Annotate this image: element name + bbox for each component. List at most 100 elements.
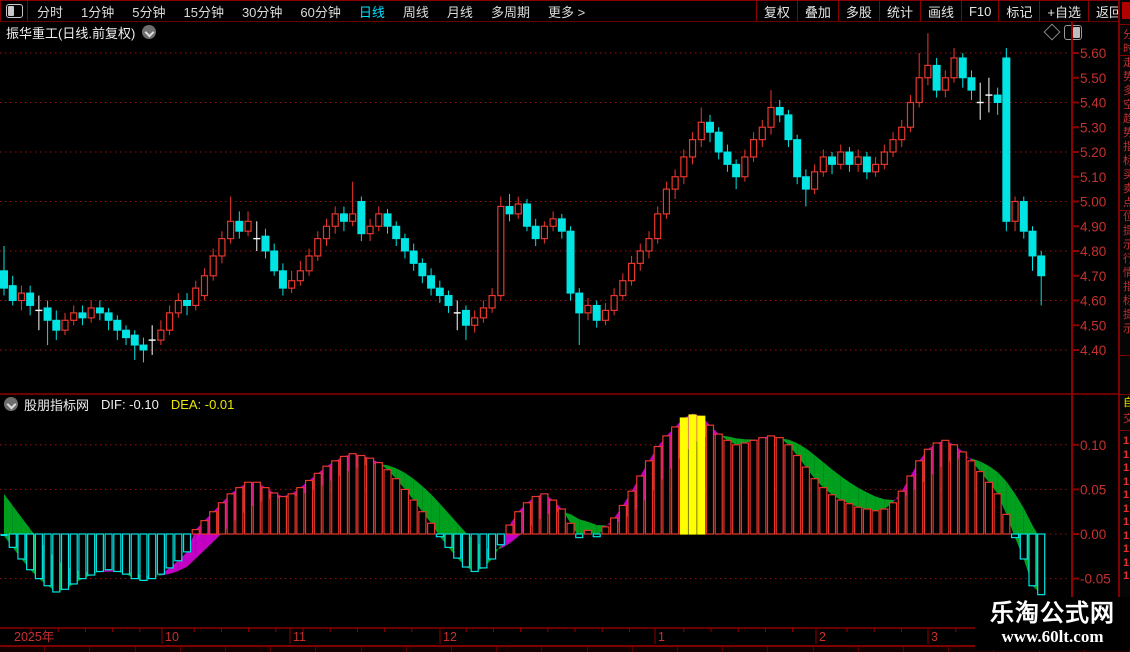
candle <box>139 337 148 363</box>
candle <box>0 246 8 296</box>
month-label[interactable]: 12 <box>443 630 457 644</box>
toolbar-button-8[interactable]: 返回 <box>1087 1 1129 21</box>
clipped-glyph: 1 <box>1123 489 1130 501</box>
indicator-axis-label: -0.05 <box>1080 572 1111 587</box>
candle <box>1002 48 1011 232</box>
toolbar-button-3[interactable]: 统计 <box>878 1 920 21</box>
chevron-down-icon[interactable] <box>4 397 18 411</box>
right-side-strip[interactable]: 分时走势多空趋势指标买卖点位提示行情指标提示自交11111111111 <box>1118 0 1130 650</box>
price-axis-label: 5.60 <box>1080 46 1106 61</box>
toolbar-button-2[interactable]: 多股 <box>837 1 879 21</box>
year-label[interactable]: 2025年 <box>14 630 54 644</box>
macd-bar <box>549 499 558 535</box>
page-title: 振华重工(日线.前复权) <box>6 25 136 41</box>
toolbar-button-6[interactable]: 标记 <box>998 1 1039 21</box>
toolbar-button-5[interactable]: F10 <box>960 1 998 21</box>
period-tab-4[interactable]: 30分钟 <box>241 4 283 20</box>
candle <box>375 206 383 232</box>
macd-bar <box>496 533 505 546</box>
price-axis: 5.60 5.50 5.40 5.30 5.20 5.10 5.00 4.90 4.80 4.70… <box>1071 22 1111 628</box>
month-label[interactable]: 10 <box>165 630 179 644</box>
toolbar-button-7[interactable]: +自选 <box>1039 1 1088 21</box>
strip-divider <box>1120 55 1130 56</box>
candle <box>619 273 627 301</box>
candle <box>1037 251 1046 306</box>
price-axis-label: 4.60 <box>1080 294 1106 309</box>
indicator-header: 股朋指标网 DIF: -0.10 DEA: -0.01 <box>4 396 234 413</box>
watermark-url: www.60lt.com <box>1001 627 1104 646</box>
period-tab-9[interactable]: 多周期 <box>490 4 530 20</box>
period-tab-10[interactable]: 更多 > <box>547 4 586 20</box>
macd-bar <box>113 533 122 573</box>
macd-bar <box>557 508 566 535</box>
month-label[interactable]: 1 <box>658 630 665 644</box>
candle <box>680 149 688 185</box>
period-tab-0[interactable]: 分时 <box>37 4 64 20</box>
chevron-down-icon[interactable] <box>142 25 157 39</box>
toolbar-button-4[interactable]: 画线 <box>919 1 961 21</box>
period-tab-5[interactable]: 60分钟 <box>300 4 341 20</box>
macd-bar <box>949 444 959 535</box>
candle <box>339 206 348 232</box>
clipped-glyph: 标 <box>1123 156 1130 167</box>
bottom-statusbar-clipped <box>0 645 1130 652</box>
candle <box>880 144 888 170</box>
candle <box>409 243 418 271</box>
candle <box>540 221 548 244</box>
macd-bar <box>976 470 985 535</box>
clipped-glyph: 1 <box>1123 448 1130 461</box>
clipped-glyph: 1 <box>1123 435 1130 447</box>
period-tab-6[interactable]: 日线 <box>358 4 385 20</box>
macd-bar <box>801 466 810 535</box>
clipped-glyph: 提 <box>1123 310 1130 321</box>
macd-bar <box>304 479 314 535</box>
macd-bar <box>165 533 174 569</box>
clipped-glyph: 行 <box>1123 254 1130 265</box>
macd-bar <box>531 495 540 535</box>
macd-bar <box>1019 533 1028 560</box>
strip-divider <box>1120 24 1130 25</box>
toolbar-button-0[interactable]: 复权 <box>755 1 797 21</box>
toolbar-divider <box>27 1 28 21</box>
candle <box>471 310 479 333</box>
period-tab-2[interactable]: 5分钟 <box>132 4 166 20</box>
period-tab-3[interactable]: 15分钟 <box>183 4 224 20</box>
band-segment <box>579 519 588 538</box>
candle <box>662 181 671 219</box>
toolbar-button-1[interactable]: 叠加 <box>796 1 838 21</box>
band-segment <box>396 468 405 490</box>
candle <box>218 231 226 264</box>
macd-bar <box>261 487 270 535</box>
band-segment <box>587 521 597 537</box>
period-tab-8[interactable]: 月线 <box>446 4 473 20</box>
candle <box>557 213 566 239</box>
macd-bar <box>243 481 253 535</box>
candle <box>366 218 374 242</box>
band-segment <box>788 439 798 456</box>
macd-bar <box>200 520 209 535</box>
candle <box>488 288 496 313</box>
clipped-glyph: 1 <box>1123 502 1130 515</box>
month-label[interactable]: 3 <box>931 630 938 644</box>
clipped-glyph: 自 <box>1123 398 1130 409</box>
band-segment <box>570 514 580 538</box>
clipped-glyph: 提 <box>1123 226 1130 237</box>
macd-bar <box>1010 533 1020 539</box>
period-tab-7[interactable]: 周线 <box>402 4 429 20</box>
candle <box>958 53 967 88</box>
candle <box>61 312 69 336</box>
indicator-name[interactable]: 股朋指标网 <box>24 397 90 413</box>
price-axis-label: 5.10 <box>1080 170 1106 185</box>
strip-top-block <box>1122 2 1130 19</box>
band-segment <box>727 436 737 445</box>
month-label[interactable]: 11 <box>293 630 306 644</box>
period-tab-1[interactable]: 1分钟 <box>81 4 115 20</box>
macd-bar <box>409 499 418 535</box>
candle <box>52 310 61 341</box>
layout-icon[interactable] <box>6 4 23 18</box>
macd-bar <box>34 533 43 580</box>
month-label[interactable]: 2 <box>819 630 826 644</box>
candle <box>497 196 505 301</box>
